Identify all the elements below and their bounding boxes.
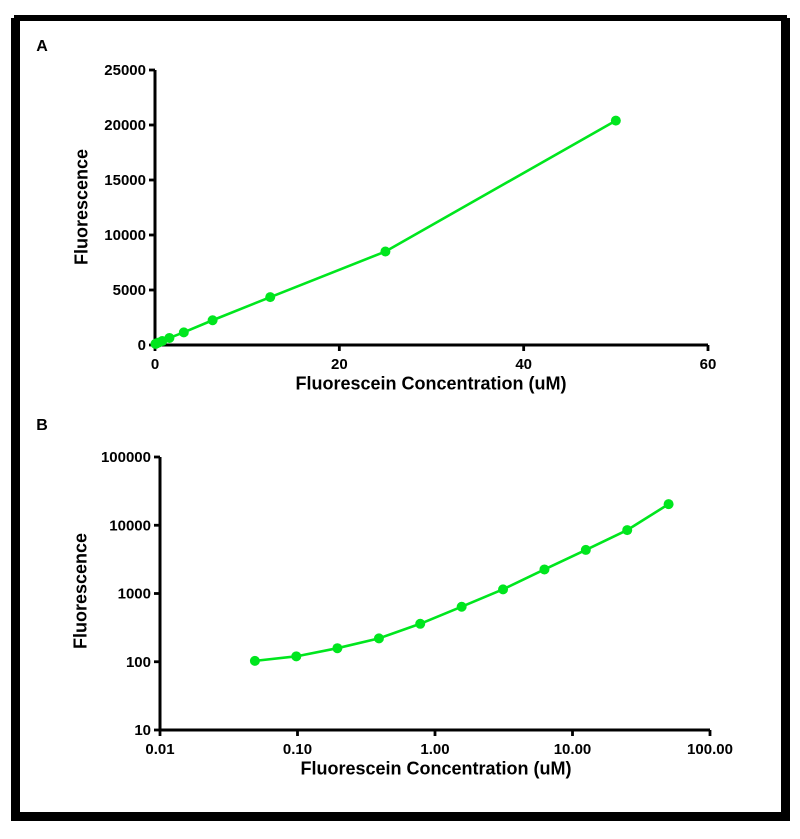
- data-point: [539, 564, 550, 575]
- chart-b-y-axis-title: Fluorescence: [70, 532, 91, 650]
- figure-frame: [14, 15, 787, 818]
- y-tick-label: 25000: [104, 62, 146, 79]
- data-point: [498, 584, 509, 595]
- data-point: [373, 633, 384, 644]
- chart-panel-a: 0 20 40 60 0 5000 10000 15000 20000 25000: [104, 62, 716, 373]
- axis-spines: [158, 457, 710, 732]
- chart-a-x-axis-title: Fluorescein Concentration (uM): [295, 373, 567, 394]
- x-tick-label: 0: [151, 356, 159, 373]
- data-point: [415, 618, 426, 629]
- y-tick-label: 10000: [109, 517, 151, 534]
- y-tick-label: 10: [134, 722, 151, 739]
- data-point: [291, 651, 302, 662]
- data-point: [456, 601, 467, 612]
- y-tick-label: 15000: [104, 172, 146, 189]
- x-tick-label: 1.00: [420, 741, 449, 758]
- data-point: [622, 525, 633, 536]
- y-tick-label: 5000: [113, 282, 146, 299]
- axis-spines: [153, 70, 708, 347]
- series-line: [253, 502, 670, 663]
- data-point: [265, 292, 276, 303]
- x-tick-label: 0.10: [283, 741, 312, 758]
- data-point: [164, 332, 175, 343]
- data-point: [380, 246, 391, 257]
- data-point: [332, 643, 343, 654]
- series-line: [154, 119, 618, 346]
- y-tick-label: 20000: [104, 117, 146, 134]
- x-tick-label: 60: [700, 356, 717, 373]
- data-point: [207, 315, 218, 326]
- x-tick-label: 100.00: [687, 741, 733, 758]
- chart-b-x-axis-title: Fluorescein Concentration (uM): [300, 758, 572, 779]
- x-tick-label: 20: [331, 356, 348, 373]
- y-tick-label: 10000: [104, 227, 146, 244]
- data-point: [610, 115, 621, 126]
- y-tick-label: 100: [126, 654, 151, 671]
- x-tick-label: 10.00: [554, 741, 592, 758]
- y-tick-label: 100000: [101, 449, 151, 466]
- data-point: [663, 499, 674, 510]
- y-tick-label: 0: [138, 337, 146, 354]
- chart-a-y-axis-title: Fluorescence: [71, 148, 92, 266]
- x-tick-label: 40: [515, 356, 532, 373]
- data-point: [249, 655, 260, 666]
- data-point: [178, 327, 189, 338]
- chart-panel-b: 0.01 0.10 1.00 10.00 100.00 10 100 1000 10000 100…: [101, 449, 733, 758]
- y-tick-label: 1000: [118, 586, 151, 603]
- x-tick-label: 0.01: [145, 741, 174, 758]
- panel-b-label: B: [36, 417, 48, 434]
- panel-a-label: A: [36, 38, 48, 55]
- data-point: [580, 544, 591, 555]
